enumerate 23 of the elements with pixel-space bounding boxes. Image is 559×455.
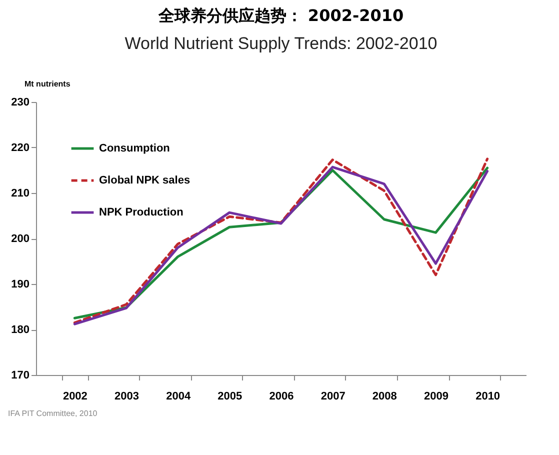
- y-tick-label: 200: [11, 233, 30, 245]
- y-tick-label: 190: [11, 278, 30, 290]
- x-tick-label: 2002: [62, 390, 88, 402]
- y-tick-label: 220: [11, 142, 30, 154]
- legend-label: Consumption: [99, 142, 170, 154]
- chart-title: 全球养分供应趋势： 2002-2010: [157, 6, 404, 25]
- y-tick-label: 170: [11, 370, 30, 382]
- y-axis-title: Mt nutrients: [24, 80, 71, 88]
- x-tick-label: 2006: [269, 390, 294, 402]
- x-tick-label: 2007: [320, 390, 346, 402]
- y-tick-label: 210: [11, 188, 30, 200]
- x-tick-label: 2010: [476, 390, 500, 402]
- x-tick-label: 2005: [218, 390, 242, 402]
- x-tick-label: 2003: [114, 390, 140, 402]
- x-tick-label: 2004: [166, 390, 192, 402]
- x-tick-label: 2009: [424, 390, 448, 402]
- x-tick-label: 2008: [372, 390, 397, 402]
- y-tick-label: 180: [11, 324, 30, 336]
- y-tick-label: 230: [11, 96, 30, 108]
- legend-label: Global NPK sales: [99, 174, 190, 186]
- text: IFA PIT Committee, 2010: [8, 409, 98, 418]
- chart-subtitle: World Nutrient Supply Trends: 2002-2010: [124, 34, 438, 53]
- legend-label: NPK Production: [99, 206, 184, 218]
